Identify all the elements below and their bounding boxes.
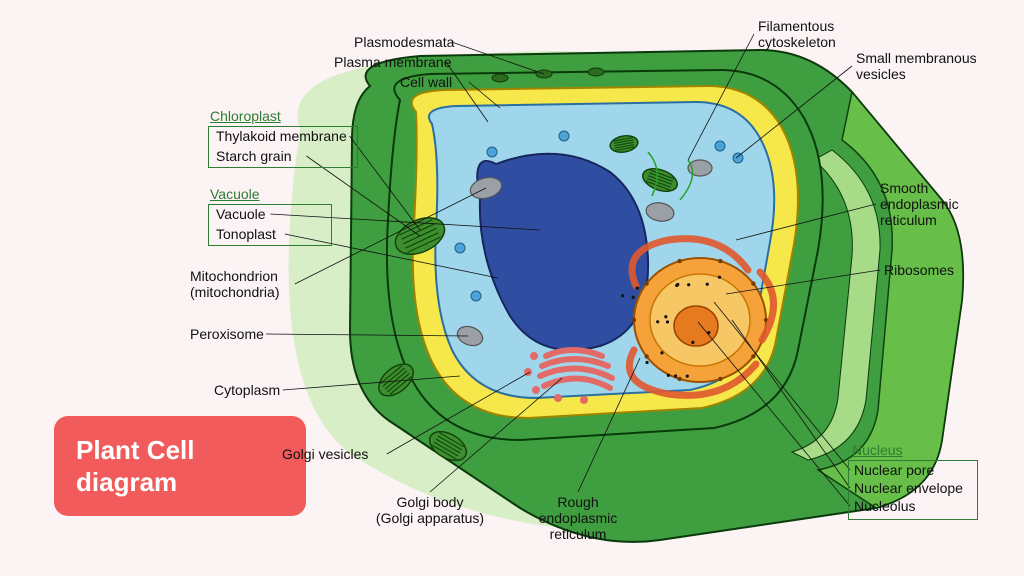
title-badge: Plant Cell diagram — [54, 416, 306, 516]
label-golgi-body: Golgi body (Golgi apparatus) — [376, 494, 484, 526]
label-rough-er: Rough endoplasmic reticulum — [539, 494, 618, 542]
label-cytoplasm: Cytoplasm — [214, 382, 280, 398]
label-fil-cyto: Filamentous cytoskeleton — [758, 18, 836, 50]
label-cell-wall: Cell wall — [400, 74, 452, 90]
diagram-canvas: Plant Cell diagram Chloroplast Vacuole N… — [0, 0, 1024, 576]
label-plasmodesmata: Plasmodesmata — [354, 34, 454, 50]
label-tonoplast: Tonoplast — [216, 226, 276, 242]
label-sm-vesicles: Small membranous vesicles — [856, 50, 977, 82]
label-nuc-env: Nuclear envelope — [854, 480, 963, 496]
label-ribosomes: Ribosomes — [884, 262, 954, 278]
label-plasma-membrane: Plasma membrane — [334, 54, 452, 70]
group-title-nucleus: Nucleus — [852, 442, 903, 458]
group-title-chloroplast: Chloroplast — [210, 108, 281, 124]
label-nucleolus: Nucleolus — [854, 498, 915, 514]
label-smooth-er: Smooth endoplasmic reticulum — [880, 180, 959, 228]
label-vacuole: Vacuole — [216, 206, 266, 222]
label-mito: Mitochondrion (mitochondria) — [190, 268, 279, 300]
label-thylakoid: Thylakoid membrane — [216, 128, 347, 144]
label-peroxisome: Peroxisome — [190, 326, 264, 342]
title-text: Plant Cell diagram — [76, 434, 194, 499]
group-title-vacuole: Vacuole — [210, 186, 260, 202]
label-golgi-ves: Golgi vesicles — [282, 446, 368, 462]
label-nuc-pore: Nuclear pore — [854, 462, 934, 478]
label-starch: Starch grain — [216, 148, 291, 164]
